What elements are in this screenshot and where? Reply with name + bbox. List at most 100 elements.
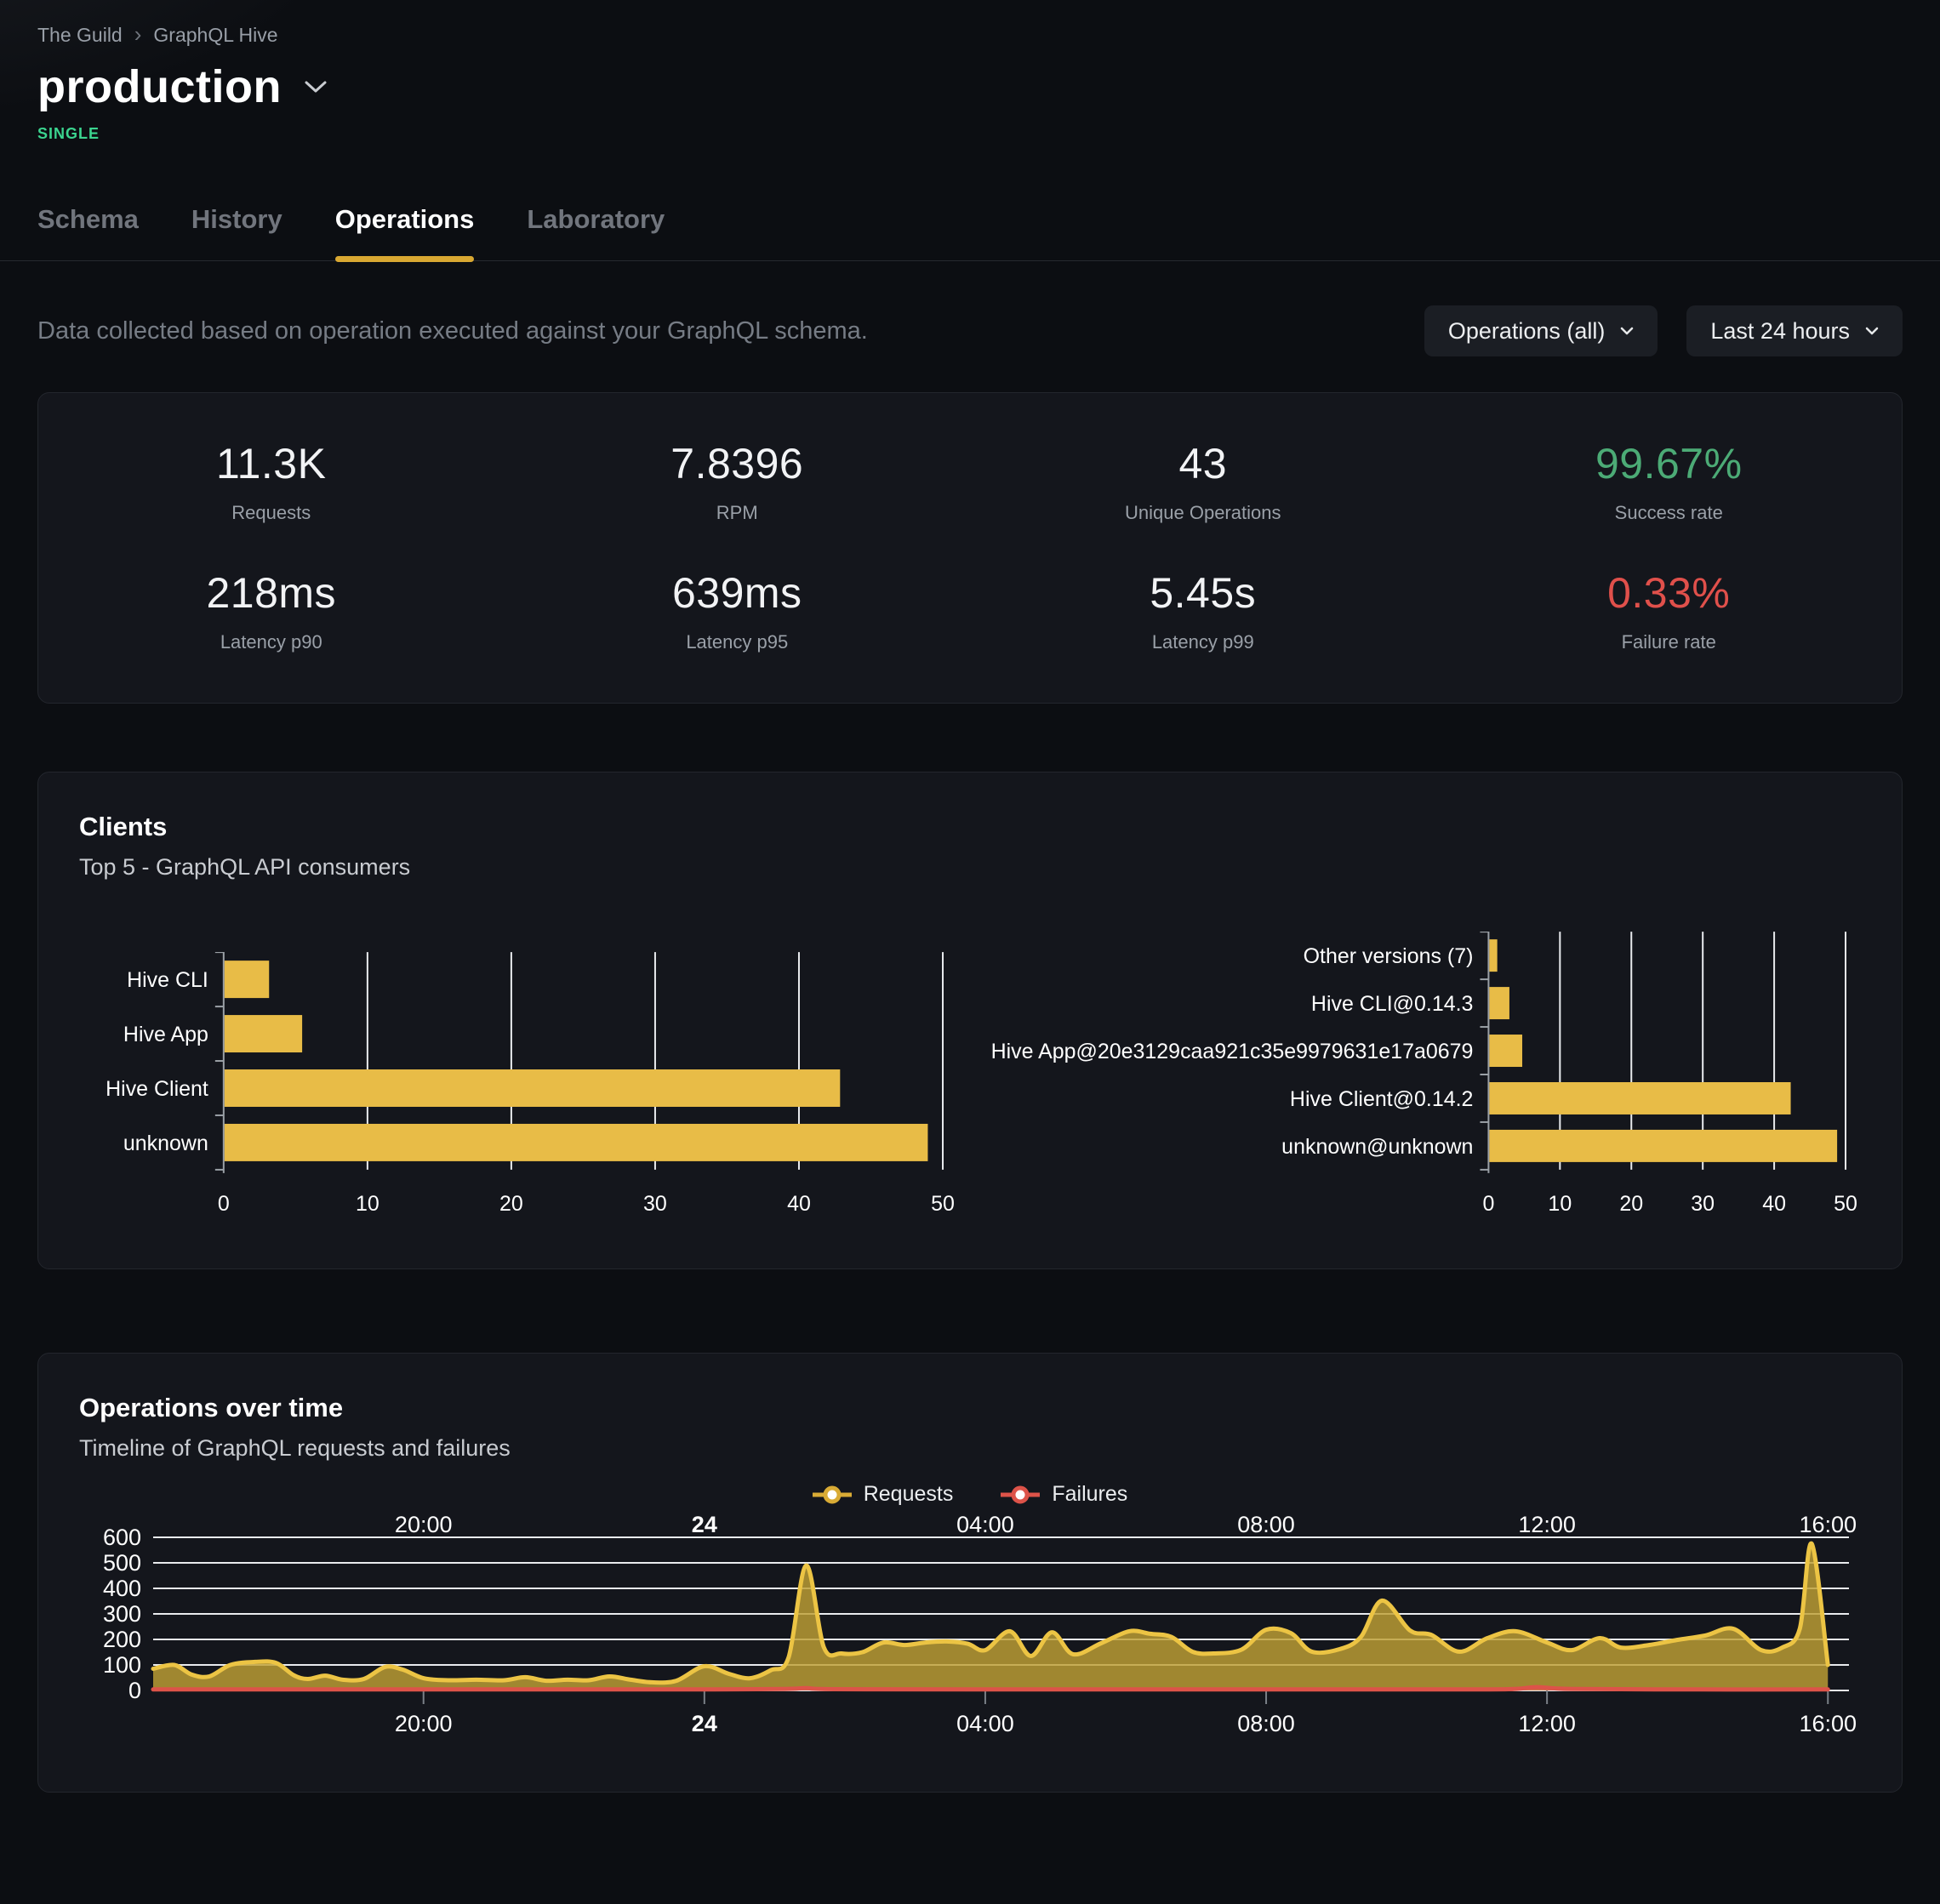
x-tick-label-top: 16:00 (1799, 1515, 1857, 1537)
stat-label: Success rate (1614, 502, 1723, 523)
stat-value: 0.33% (1607, 569, 1731, 617)
failures-line (151, 1685, 1830, 1692)
x-tick-label: 20 (499, 1192, 523, 1216)
bar-category-label: unknown@unknown (1281, 1135, 1473, 1159)
client-versions-bar-chart: Other versions (7) Hive CLI@0.14.3 Hive Ap… (991, 932, 1857, 1216)
y-tick-label: 200 (103, 1627, 141, 1652)
failures-series-marker-icon (1001, 1485, 1041, 1503)
bar-category-label: Hive Client (106, 1077, 208, 1101)
bar-category-label: Hive Client@0.14.2 (1290, 1087, 1474, 1111)
x-tick-label: 10 (356, 1192, 379, 1216)
bar-category-label: unknown (123, 1132, 208, 1155)
ops-card-title: Operations over time (79, 1393, 344, 1422)
chevron-down-icon (1621, 327, 1634, 335)
operations-over-time-card: Operations over time Timeline of GraphQL… (37, 1353, 1903, 1793)
x-tick-label: 20 (1619, 1192, 1643, 1216)
stat-label: RPM (716, 502, 758, 523)
ops-card-subtitle: Timeline of GraphQL requests and failure… (79, 1435, 511, 1461)
project-type-badge: SINGLE (37, 125, 100, 142)
bar-category-label: Hive CLI@0.14.3 (1311, 992, 1474, 1016)
x-tick-label-bottom: 16:00 (1799, 1711, 1857, 1736)
x-tick-label-top: 08:00 (1237, 1515, 1295, 1537)
clients-card: Clients Top 5 - GraphQL API consumers Hi… (37, 772, 1903, 1269)
requests-area (153, 1543, 1829, 1690)
bar-category-label: Hive App@20e3129caa921c35e9979631e17a067… (991, 1040, 1474, 1063)
legend-label: Requests (863, 1482, 954, 1506)
y-tick-label: 500 (103, 1550, 141, 1576)
bar-category-label: Hive App (123, 1023, 208, 1046)
tab-bar: Schema History Operations Laboratory (0, 204, 1940, 262)
x-tick-label: 0 (218, 1192, 230, 1216)
stat-value: 639ms (671, 569, 802, 617)
stat-latency-p99: 5.45s Latency p99 (970, 568, 1436, 653)
stat-latency-p95: 639ms Latency p95 (505, 568, 971, 653)
stat-success-rate: 99.67% Success rate (1436, 439, 1903, 524)
x-tick-label: 50 (931, 1192, 955, 1216)
stat-label: Failure rate (1621, 631, 1716, 653)
x-tick-label-top: 20:00 (395, 1515, 453, 1537)
x-tick-label: 0 (1482, 1192, 1494, 1216)
stat-failure-rate: 0.33% Failure rate (1436, 568, 1903, 653)
x-tick-label: 40 (787, 1192, 811, 1216)
stat-value: 11.3K (216, 440, 327, 487)
stat-value: 5.45s (1150, 569, 1257, 617)
y-tick-label: 300 (103, 1601, 141, 1627)
x-tick-label-top: 12:00 (1518, 1515, 1576, 1537)
stat-unique-operations: 43 Unique Operations (970, 439, 1436, 524)
x-tick-label-bottom: 12:00 (1518, 1711, 1576, 1736)
bar (1489, 987, 1509, 1020)
clients-card-subtitle: Top 5 - GraphQL API consumers (79, 854, 411, 880)
page-header: The Guild › GraphQL Hive production SING… (0, 0, 1940, 143)
period-filter-dropdown[interactable]: Last 24 hours (1686, 305, 1903, 356)
page-title: production (37, 61, 282, 112)
legend-item-requests[interactable]: Requests (812, 1482, 954, 1507)
stat-label: Requests (231, 502, 311, 523)
x-tick-label-bottom: 24 (692, 1711, 717, 1736)
stat-label: Latency p95 (686, 631, 789, 653)
x-tick-label-bottom: 04:00 (956, 1711, 1014, 1736)
tab-laboratory[interactable]: Laboratory (527, 204, 665, 234)
x-tick-label-bottom: 20:00 (395, 1711, 453, 1736)
stat-requests: 11.3K Requests (38, 439, 505, 524)
tab-operations[interactable]: Operations (334, 204, 474, 262)
breadcrumb-project-link[interactable]: GraphQL Hive (153, 24, 278, 46)
bar (224, 961, 270, 999)
x-tick-label: 40 (1762, 1192, 1786, 1216)
x-tick-label: 10 (1548, 1192, 1572, 1216)
breadcrumb-separator-icon: › (134, 20, 142, 47)
project-selector-chevron-down-icon[interactable] (304, 80, 328, 94)
x-tick-label: 30 (1691, 1192, 1715, 1216)
chart-legend: Requests Failures (79, 1482, 1861, 1507)
bar (224, 1123, 928, 1161)
stat-label: Unique Operations (1125, 502, 1281, 523)
y-tick-label: 600 (103, 1525, 141, 1550)
bar (1489, 939, 1498, 972)
stat-value: 99.67% (1595, 440, 1743, 487)
x-tick-label-top: 24 (692, 1515, 717, 1537)
bar (224, 1069, 841, 1107)
chevron-down-icon (1865, 327, 1879, 335)
clients-card-title: Clients (79, 812, 168, 841)
x-tick-label: 30 (643, 1192, 667, 1216)
requests-line (151, 1541, 1830, 1685)
stat-label: Latency p90 (220, 631, 322, 653)
x-tick-label-top: 04:00 (956, 1515, 1014, 1537)
clients-bar-chart: Hive CLI Hive App Hive Client unknown 0 10 20 3… (106, 952, 955, 1216)
tab-history[interactable]: History (191, 204, 282, 234)
operations-filter-value: Operations (all) (1447, 317, 1606, 344)
breadcrumb-org-link[interactable]: The Guild (37, 24, 123, 46)
operations-filter-dropdown[interactable]: Operations (all) (1424, 305, 1658, 356)
requests-series-marker-icon (812, 1485, 852, 1503)
legend-item-failures[interactable]: Failures (1001, 1482, 1127, 1507)
y-tick-label: 100 (103, 1652, 141, 1678)
filter-row: Data collected based on operation execut… (0, 305, 1940, 356)
y-tick-label: 400 (103, 1576, 141, 1601)
legend-label: Failures (1052, 1482, 1128, 1506)
stat-rpm: 7.8396 RPM (505, 439, 971, 524)
y-tick-label: 0 (128, 1678, 141, 1703)
tab-schema[interactable]: Schema (37, 204, 139, 234)
stat-value: 218ms (206, 569, 337, 617)
breadcrumb: The Guild › GraphQL Hive (37, 20, 1903, 47)
x-tick-label: 50 (1834, 1192, 1857, 1216)
